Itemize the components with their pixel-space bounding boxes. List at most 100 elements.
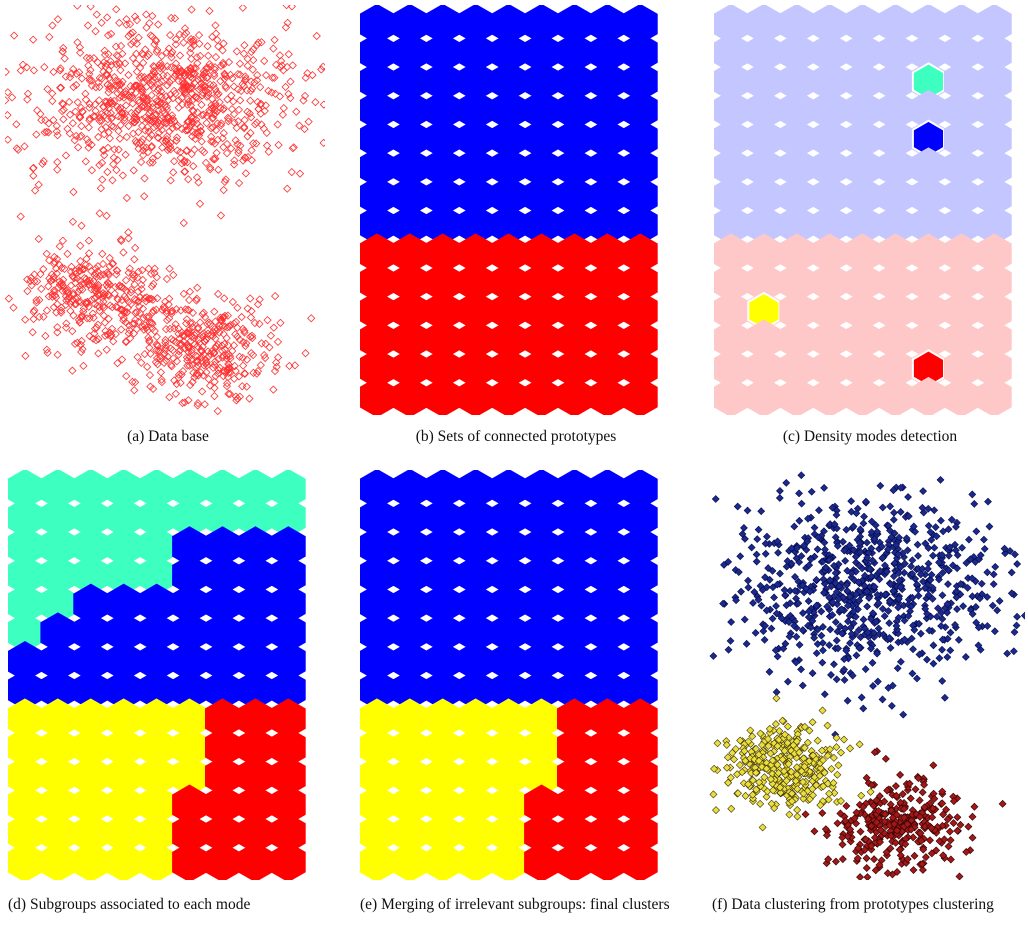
point bbox=[773, 537, 782, 546]
point bbox=[974, 623, 983, 632]
point bbox=[995, 597, 1004, 605]
point bbox=[910, 626, 919, 634]
point bbox=[96, 290, 105, 299]
point bbox=[270, 366, 280, 376]
point bbox=[777, 614, 786, 623]
point bbox=[228, 297, 237, 307]
point bbox=[99, 303, 109, 312]
point bbox=[152, 121, 161, 130]
point bbox=[125, 93, 134, 102]
point bbox=[246, 96, 255, 105]
point bbox=[784, 759, 793, 768]
point bbox=[248, 84, 257, 93]
point bbox=[122, 193, 131, 203]
point bbox=[99, 145, 108, 155]
point bbox=[121, 59, 130, 68]
point bbox=[860, 581, 869, 590]
point bbox=[165, 294, 174, 303]
point bbox=[939, 851, 948, 860]
point bbox=[162, 135, 171, 144]
point bbox=[235, 335, 244, 344]
point bbox=[57, 306, 66, 315]
point bbox=[87, 166, 97, 175]
point bbox=[881, 754, 890, 763]
point bbox=[174, 103, 183, 112]
point bbox=[138, 135, 147, 144]
point bbox=[95, 160, 104, 170]
point bbox=[58, 47, 67, 56]
point bbox=[128, 99, 137, 108]
point bbox=[109, 337, 118, 346]
point bbox=[846, 623, 855, 632]
point bbox=[876, 838, 884, 847]
point bbox=[862, 773, 871, 782]
point bbox=[896, 798, 905, 807]
point bbox=[187, 348, 196, 357]
point bbox=[243, 132, 252, 141]
point bbox=[772, 688, 781, 696]
point bbox=[166, 63, 176, 72]
point bbox=[765, 724, 774, 733]
point bbox=[151, 358, 161, 367]
point bbox=[59, 281, 68, 291]
point bbox=[184, 117, 193, 126]
point bbox=[180, 344, 189, 353]
point bbox=[946, 628, 955, 637]
point bbox=[886, 526, 894, 535]
point bbox=[67, 69, 76, 78]
point bbox=[103, 13, 112, 22]
point bbox=[892, 541, 901, 549]
point bbox=[798, 777, 807, 786]
point bbox=[154, 346, 163, 356]
point bbox=[1006, 547, 1014, 555]
point bbox=[287, 5, 296, 11]
point bbox=[782, 479, 791, 487]
point bbox=[311, 98, 320, 107]
point bbox=[813, 736, 822, 745]
point bbox=[186, 63, 195, 72]
point bbox=[247, 47, 256, 57]
point bbox=[795, 516, 804, 525]
point bbox=[215, 98, 224, 107]
point bbox=[124, 70, 133, 80]
point bbox=[908, 806, 917, 815]
point bbox=[850, 814, 859, 823]
point bbox=[818, 658, 827, 667]
point bbox=[1009, 647, 1018, 656]
point bbox=[197, 100, 206, 109]
point bbox=[225, 389, 235, 399]
point bbox=[793, 806, 802, 814]
point bbox=[148, 384, 158, 393]
point bbox=[240, 122, 249, 131]
point bbox=[847, 630, 856, 638]
point bbox=[211, 21, 220, 30]
point bbox=[143, 148, 153, 157]
point bbox=[148, 319, 157, 329]
point bbox=[724, 557, 733, 566]
point bbox=[873, 527, 882, 536]
point bbox=[939, 527, 948, 536]
point bbox=[186, 37, 195, 47]
point bbox=[193, 130, 202, 139]
point bbox=[241, 169, 250, 178]
point bbox=[752, 768, 760, 777]
point bbox=[206, 163, 215, 172]
point bbox=[805, 726, 814, 735]
point bbox=[219, 60, 228, 69]
point bbox=[42, 306, 52, 315]
point bbox=[170, 157, 179, 166]
point bbox=[946, 836, 955, 845]
point bbox=[944, 580, 952, 589]
point bbox=[855, 561, 864, 570]
point bbox=[854, 578, 863, 587]
point bbox=[253, 367, 263, 376]
point bbox=[798, 681, 807, 690]
point bbox=[127, 87, 136, 96]
point bbox=[968, 833, 977, 842]
point bbox=[85, 103, 94, 112]
point bbox=[852, 590, 860, 599]
scatter-panel bbox=[5, 5, 325, 415]
point bbox=[41, 331, 50, 341]
point bbox=[176, 378, 185, 387]
point bbox=[227, 105, 237, 114]
